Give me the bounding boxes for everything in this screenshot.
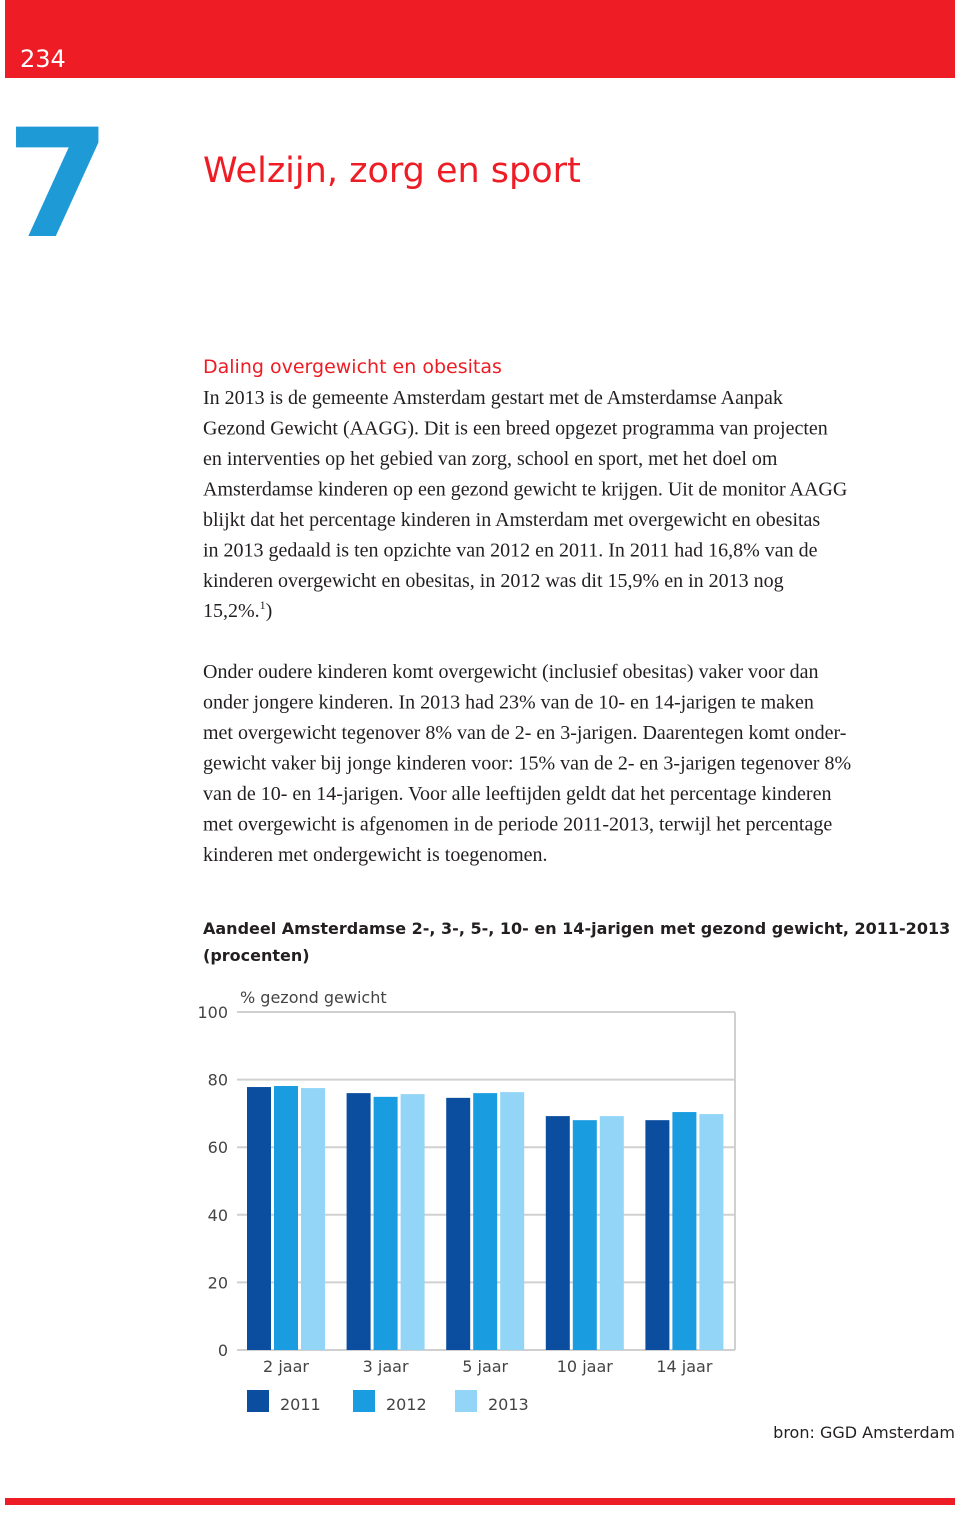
page-number: 234	[20, 45, 66, 73]
x-tick-label: 2 jaar	[263, 1357, 309, 1376]
footer-bar	[5, 1498, 955, 1505]
legend-swatch	[353, 1390, 375, 1412]
legend-label: 2011	[280, 1395, 321, 1414]
source: bron: GGD Amsterdam	[773, 1423, 955, 1442]
section-heading: Daling overgewicht en obesitas	[203, 356, 502, 378]
y-tick-label: 40	[208, 1206, 228, 1225]
y-tick-label: 80	[208, 1071, 228, 1090]
bar	[500, 1092, 525, 1350]
text-line: in 2013 gedaald is ten opzichte van 2012…	[203, 540, 818, 562]
y-tick-label: 100	[197, 1003, 228, 1022]
text-line: en interventies op het gebied van zorg, …	[203, 448, 778, 470]
text-line: kinderen met ondergewicht is toegenomen.	[203, 844, 548, 866]
text: 15,2%.	[203, 600, 260, 622]
header-bar	[5, 0, 955, 78]
text-line: met overgewicht is afgenomen in de perio…	[203, 814, 832, 836]
chart-title: Aandeel Amsterdamse 2-, 3-, 5-, 10- en 1…	[203, 919, 950, 938]
legend-swatch	[455, 1390, 477, 1412]
text-line: blijkt dat het percentage kinderen in Am…	[203, 509, 820, 531]
x-tick-label: 3 jaar	[363, 1357, 409, 1376]
bar	[247, 1087, 271, 1350]
text-line: met overgewicht tegenover 8% van de 2- e…	[203, 722, 846, 744]
x-tick-label: 5 jaar	[462, 1357, 508, 1376]
legend-label: 2012	[386, 1395, 427, 1414]
bar	[672, 1112, 697, 1350]
bar	[699, 1114, 724, 1350]
bar	[373, 1096, 398, 1350]
x-tick-label: 14 jaar	[656, 1357, 713, 1376]
text-line: Amsterdamse kinderen op een gezond gewic…	[203, 479, 847, 501]
bar	[301, 1088, 325, 1350]
legend-label: 2013	[488, 1395, 529, 1414]
footnote-ref: 1	[260, 598, 266, 612]
bar	[400, 1094, 425, 1350]
y-tick-label: 60	[208, 1138, 228, 1157]
text-line: van de 10- en 14-jarigen. Voor alle leef…	[203, 783, 831, 805]
bar	[572, 1120, 597, 1350]
chart-title: (procenten)	[203, 946, 310, 965]
text-line: onder jongere kinderen. In 2013 had 23% …	[203, 692, 814, 714]
text-line: kinderen overgewicht en obesitas, in 201…	[203, 570, 784, 592]
bar	[473, 1093, 498, 1350]
y-tick-label: 20	[208, 1273, 228, 1292]
text-line: Gezond Gewicht (AAGG). Dit is een breed …	[203, 418, 828, 440]
bar	[599, 1116, 624, 1350]
text-line: gewicht vaker bij jonge kinderen voor: 1…	[203, 753, 851, 775]
text-line: In 2013 is de gemeente Amsterdam gestart…	[203, 387, 783, 409]
y-tick-label: 0	[218, 1341, 228, 1360]
chapter-title: Welzijn, zorg en sport	[203, 151, 581, 191]
bar	[645, 1120, 670, 1350]
text-line: 15,2%.1)	[203, 598, 272, 622]
bar	[446, 1097, 471, 1350]
x-tick-label: 10 jaar	[557, 1357, 614, 1376]
chapter-number: 7	[6, 98, 110, 272]
text-line: Onder oudere kinderen komt overgewicht (…	[203, 661, 819, 683]
bar	[274, 1086, 298, 1350]
text: )	[266, 600, 273, 622]
bar	[545, 1116, 570, 1350]
y-axis-label: % gezond gewicht	[240, 988, 387, 1007]
legend-swatch	[247, 1390, 269, 1412]
bar	[346, 1093, 371, 1350]
